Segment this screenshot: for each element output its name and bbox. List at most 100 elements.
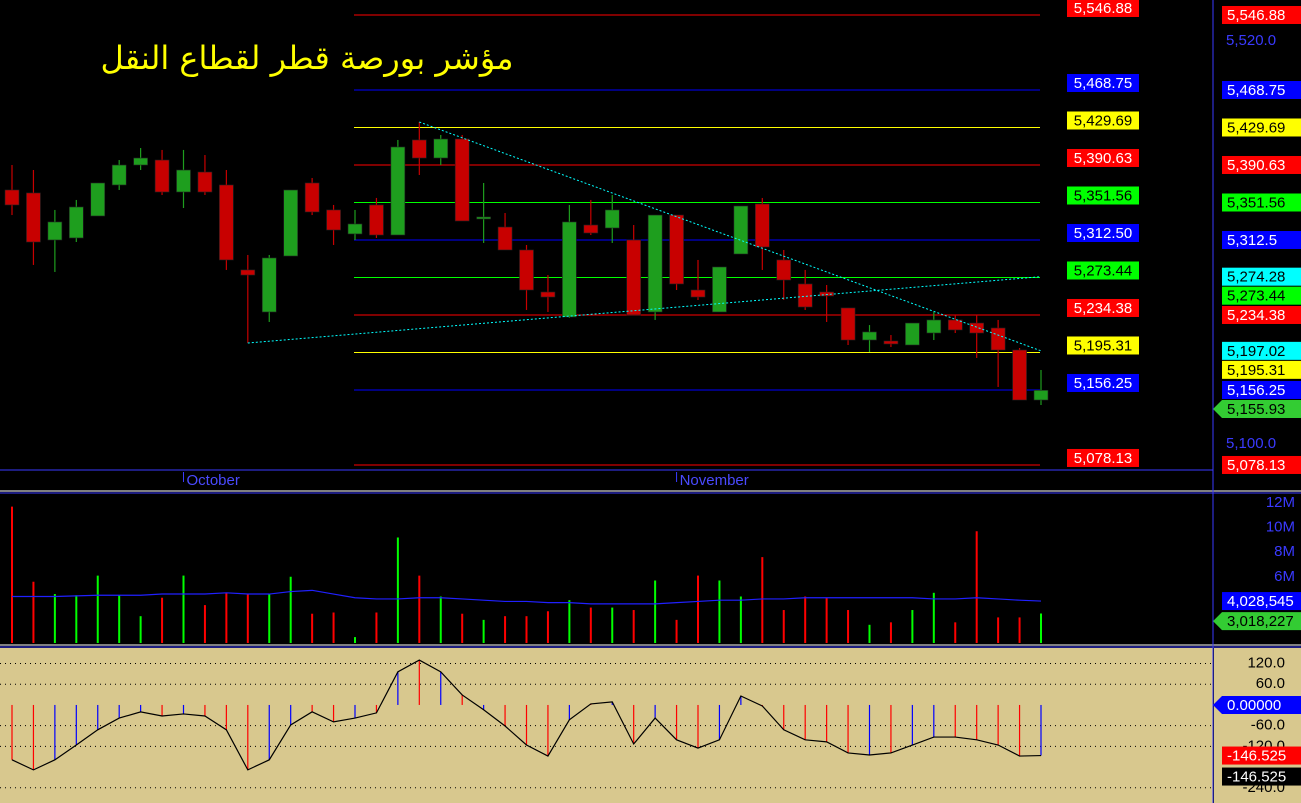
y-tick-label: 5,520.0 xyxy=(1226,32,1276,49)
axis-label-box xyxy=(1222,230,1301,249)
candle-body xyxy=(733,205,749,255)
y-tick-label: 10M xyxy=(1266,519,1295,536)
axis-label: 5,312.5 xyxy=(1227,232,1277,249)
candle-body xyxy=(454,138,470,222)
axis-label-box xyxy=(1222,455,1301,474)
level-label: 5,078.13 xyxy=(1074,450,1132,467)
axis-label: 5,274.28 xyxy=(1227,269,1285,286)
candle-body xyxy=(219,184,234,261)
candle-body xyxy=(604,209,620,229)
axis-label-box xyxy=(1213,399,1301,418)
candle-body xyxy=(197,171,213,193)
level-label: 5,468.75 xyxy=(1074,75,1132,92)
y-tick-label: 8M xyxy=(1274,543,1295,560)
candle-body xyxy=(433,138,449,159)
axis-label: 5,390.63 xyxy=(1227,157,1285,174)
level-label-box xyxy=(1067,186,1139,205)
level-label: 5,312.50 xyxy=(1074,225,1132,242)
level-label-box xyxy=(1067,448,1139,467)
level-label: 5,156.25 xyxy=(1074,375,1132,392)
level-label-box xyxy=(1067,73,1139,92)
candle-body xyxy=(947,319,963,331)
candle-body xyxy=(626,239,641,316)
y-tick-label: -60.0 xyxy=(1251,717,1285,734)
candle-body xyxy=(154,159,170,193)
candle-body xyxy=(4,189,20,206)
candle-body xyxy=(540,291,556,298)
candle-body xyxy=(562,221,577,318)
candle-body xyxy=(304,182,320,213)
y-tick-label: 6M xyxy=(1274,568,1295,585)
axis-label: 5,429.69 xyxy=(1227,119,1285,136)
candle-body xyxy=(26,192,41,243)
y-tick-label: 120.0 xyxy=(1247,655,1285,672)
level-label: 5,429.69 xyxy=(1074,112,1132,129)
candle-body xyxy=(240,269,256,276)
candle-body xyxy=(712,266,727,313)
candle-body xyxy=(390,146,406,236)
axis-label: 5,468.75 xyxy=(1227,82,1285,99)
level-label-box xyxy=(1067,298,1139,317)
candle-body xyxy=(369,204,384,236)
candle-body xyxy=(261,257,277,313)
axis-label-box xyxy=(1222,80,1301,99)
candle-body xyxy=(347,223,363,235)
x-tick-label: October xyxy=(187,472,240,489)
axis-label-box xyxy=(1222,592,1301,611)
candle-body xyxy=(90,182,106,217)
candle-body xyxy=(690,289,706,298)
level-label-box xyxy=(1067,336,1139,355)
axis-label-box xyxy=(1222,341,1301,360)
y-tick-label: 60.0 xyxy=(1256,675,1285,692)
candle-body xyxy=(47,221,63,241)
candle-body xyxy=(69,206,84,239)
y-tick-label: 12M xyxy=(1266,494,1295,511)
axis-label: 5,078.13 xyxy=(1227,457,1285,474)
axis-label: 5,351.56 xyxy=(1227,194,1285,211)
axis-label-box xyxy=(1222,286,1301,305)
y-tick-label: 5,100.0 xyxy=(1226,435,1276,452)
axis-label: 5,195.31 xyxy=(1227,362,1285,379)
candle-body xyxy=(905,322,920,346)
axis-label: 5,197.02 xyxy=(1227,343,1285,360)
level-label-box xyxy=(1067,261,1139,280)
volume-ma-line xyxy=(12,589,1042,605)
trendline xyxy=(247,276,1042,344)
x-tick-label: November xyxy=(680,472,749,489)
candle-body xyxy=(776,259,792,281)
level-label: 5,546.88 xyxy=(1074,0,1132,17)
axis-label-box xyxy=(1213,695,1301,714)
candle-body xyxy=(412,139,427,159)
chart-title: مؤشر بورصة قطر لقطاع النقل xyxy=(101,39,514,77)
candle-body xyxy=(1033,389,1049,401)
candle-body xyxy=(669,214,684,285)
axis-label-box xyxy=(1222,193,1301,212)
candle-body xyxy=(862,331,877,341)
axis-label-box xyxy=(1213,612,1301,631)
axis-label: 5,155.93 xyxy=(1227,401,1285,418)
axis-label: -146.525 xyxy=(1227,769,1286,786)
candle-body xyxy=(583,224,599,234)
level-label: 5,273.44 xyxy=(1074,262,1132,279)
axis-label-box xyxy=(1222,267,1301,286)
axis-label-box xyxy=(1222,767,1301,786)
level-label: 5,195.31 xyxy=(1074,337,1132,354)
candle-body xyxy=(1012,349,1027,401)
candle-body xyxy=(819,291,834,297)
level-label-box xyxy=(1067,111,1139,130)
axis-label-box xyxy=(1222,5,1301,24)
axis-label-box xyxy=(1222,746,1301,765)
candle-body xyxy=(926,319,942,334)
candle-body xyxy=(969,322,984,334)
axis-label: 3,018,227 xyxy=(1227,613,1294,630)
candle-body xyxy=(519,249,534,291)
candle-body xyxy=(476,216,491,220)
level-label: 5,234.38 xyxy=(1074,300,1132,317)
axis-label: 5,273.44 xyxy=(1227,288,1285,305)
axis-label: 5,156.25 xyxy=(1227,382,1285,399)
candle-body xyxy=(883,340,899,345)
axis-label: 4,028,545 xyxy=(1227,593,1294,610)
candle-body xyxy=(283,189,298,257)
